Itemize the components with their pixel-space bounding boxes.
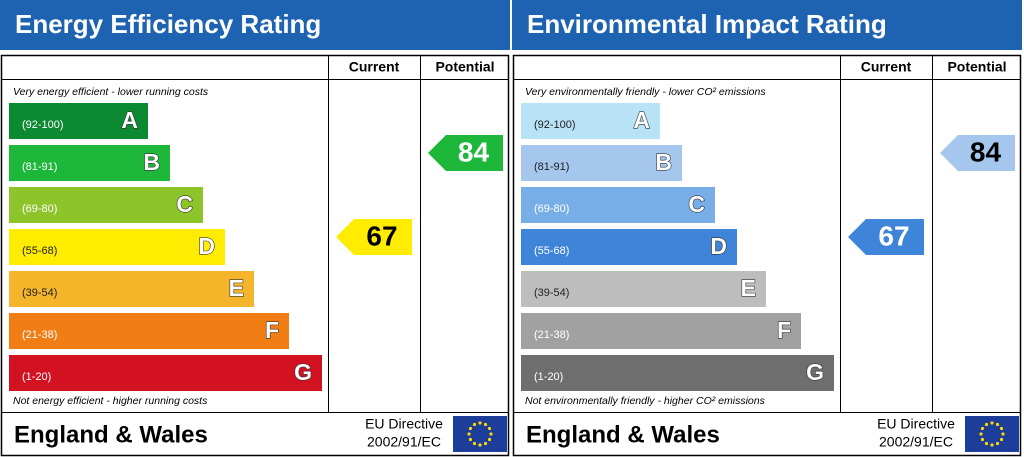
flag-star (483, 422, 488, 427)
band-range: (92-100) (22, 119, 64, 131)
flag-star (980, 437, 985, 442)
flag-star (995, 422, 1000, 427)
current-arrow (848, 219, 924, 255)
rating-band (521, 271, 766, 307)
rating-band (9, 187, 203, 223)
band-letter: E (229, 275, 244, 301)
potential-arrow (428, 135, 503, 171)
top-note: Very environmentally friendly - lower CO… (525, 86, 766, 98)
current-arrow (336, 219, 412, 255)
flag-star (979, 432, 983, 436)
rating-band (521, 145, 682, 181)
band-letter: C (176, 191, 193, 217)
table-frame (0, 54, 510, 457)
potential-arrow (940, 135, 1015, 171)
rating-band (521, 355, 834, 391)
band-range: (1-20) (22, 371, 51, 383)
footer-region: England & Wales (526, 421, 720, 448)
band-letter: G (294, 359, 312, 385)
current-rating: 67 (366, 220, 397, 251)
flag-star (472, 422, 477, 427)
band-letter: F (777, 317, 791, 343)
flag-star (478, 443, 482, 447)
directive: EU Directive (365, 416, 443, 432)
band-range: (92-100) (534, 119, 576, 131)
column-header: Current (861, 59, 912, 75)
panel-title: Environmental Impact Rating (527, 9, 887, 39)
band-letter: D (710, 233, 727, 259)
band-range: (21-38) (534, 329, 569, 341)
bottom-note: Not energy efficient - higher running co… (13, 395, 208, 407)
flag-star (472, 441, 477, 446)
directive: EU Directive (877, 416, 955, 432)
rating-band (9, 103, 148, 139)
band-letter: C (688, 191, 705, 217)
panel-title: Energy Efficiency Rating (15, 9, 321, 39)
directive: 2002/91/EC (879, 434, 953, 450)
directive: 2002/91/EC (367, 434, 441, 450)
current-rating: 67 (878, 220, 909, 251)
flag-star (990, 443, 994, 447)
band-range: (81-91) (22, 161, 57, 173)
band-range: (69-80) (22, 203, 57, 215)
flag-star (984, 441, 989, 446)
band-range: (55-68) (22, 245, 57, 257)
flag-star (468, 426, 473, 431)
eu-flag (965, 416, 1019, 452)
table-frame (512, 54, 1022, 457)
rating-band (9, 355, 322, 391)
flag-star (489, 432, 493, 436)
rating-band (9, 313, 289, 349)
flag-star (468, 437, 473, 442)
flag-star (999, 426, 1004, 431)
band-range: (39-54) (22, 287, 57, 299)
band-range: (21-38) (22, 329, 57, 341)
rating-band (9, 271, 254, 307)
rating-band (9, 145, 170, 181)
band-letter: G (806, 359, 824, 385)
eu-flag (453, 416, 507, 452)
rating-band (521, 229, 737, 265)
column-header: Potential (947, 59, 1006, 75)
column-header: Current (349, 59, 400, 75)
bottom-note: Not environmentally friendly - higher CO… (525, 395, 766, 407)
title-bar (0, 0, 510, 50)
rating-band (9, 229, 225, 265)
footer-region: England & Wales (14, 421, 208, 448)
title-bar (512, 0, 1022, 50)
flag-star (467, 432, 471, 436)
rating-band (521, 187, 715, 223)
flag-star (984, 422, 989, 427)
band-range: (39-54) (534, 287, 569, 299)
potential-rating: 84 (970, 136, 1002, 167)
band-letter: D (198, 233, 215, 259)
flag-star (487, 426, 492, 431)
column-header: Potential (435, 59, 494, 75)
rating-band (521, 313, 801, 349)
band-range: (1-20) (534, 371, 563, 383)
band-range: (81-91) (534, 161, 569, 173)
band-letter: A (121, 107, 138, 133)
top-note: Very energy efficient - lower running co… (13, 86, 209, 98)
flag-star (478, 421, 482, 425)
flag-star (1001, 432, 1005, 436)
flag-star (990, 421, 994, 425)
flag-star (980, 426, 985, 431)
flag-star (995, 441, 1000, 446)
band-range: (55-68) (534, 245, 569, 257)
band-letter: F (265, 317, 279, 343)
flag-star (487, 437, 492, 442)
rating-band (521, 103, 660, 139)
band-range: (69-80) (534, 203, 569, 215)
band-letter: A (633, 107, 650, 133)
band-letter: B (655, 149, 672, 175)
band-letter: B (143, 149, 160, 175)
potential-rating: 84 (458, 136, 490, 167)
band-letter: E (741, 275, 756, 301)
flag-star (999, 437, 1004, 442)
flag-star (483, 441, 488, 446)
